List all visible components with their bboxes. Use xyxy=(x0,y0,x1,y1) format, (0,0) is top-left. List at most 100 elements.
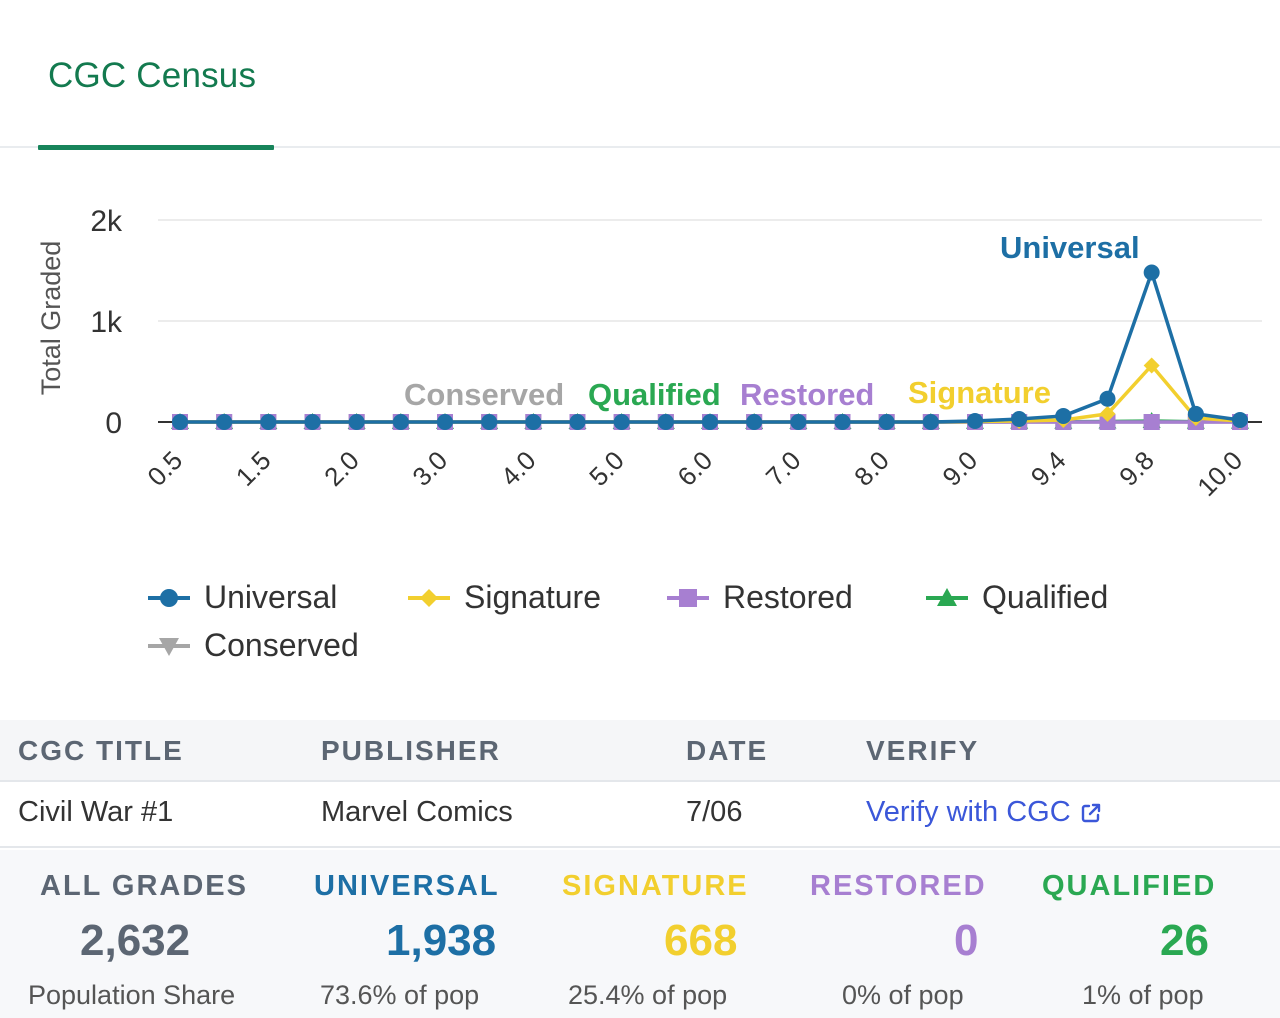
point-universal xyxy=(922,414,939,430)
point-universal xyxy=(834,414,851,430)
x-tick-label: 3.0 xyxy=(406,445,453,492)
census-chart: 2k 1k 0 Total Graded 0.5 1.5 2.0 3.0 4.0 5.0 6.0 7.… xyxy=(0,150,1280,720)
x-tick-label: 8.0 xyxy=(848,445,895,492)
point-restored xyxy=(1143,414,1160,430)
header-date: DATE xyxy=(686,735,769,766)
x-tick-label: 9.8 xyxy=(1113,445,1160,492)
series-annotation-restored: Restored xyxy=(740,377,874,412)
stat-value: 26 xyxy=(1160,916,1209,965)
point-universal xyxy=(878,414,895,430)
x-tick-label: 9.0 xyxy=(936,445,983,492)
population-stats: ALL GRADES 2,632 Population Share UNIVER… xyxy=(0,850,1280,1018)
point-universal xyxy=(216,414,233,430)
point-universal xyxy=(437,414,453,430)
stat-universal: UNIVERSAL 1,938 73.6% of pop xyxy=(300,850,540,1018)
x-tick-label: 9.4 xyxy=(1025,445,1072,492)
tab-label: CGC Census xyxy=(48,56,257,95)
x-tick-label: 10.0 xyxy=(1191,445,1248,502)
stat-value: 668 xyxy=(664,916,738,965)
stat-value: 1,938 xyxy=(386,916,497,965)
cell-date: 7/06 xyxy=(686,796,743,828)
stat-label: SIGNATURE xyxy=(562,870,749,902)
point-universal xyxy=(569,414,586,430)
legend-label: Signature xyxy=(464,579,601,615)
series-annotation-qualified: Qualified xyxy=(588,377,721,412)
tab-cgc-census[interactable]: CGC Census xyxy=(38,0,274,150)
point-restored xyxy=(1099,414,1116,430)
stat-share: 25.4% of pop xyxy=(568,980,728,1010)
x-tick-label: 0.5 xyxy=(141,445,188,492)
stat-qualified: QUALIFIED 26 1% of pop xyxy=(1032,850,1272,1018)
series-annotation-conserved: Conserved xyxy=(404,377,564,412)
x-tick-label: 2.0 xyxy=(318,445,365,492)
point-universal xyxy=(348,414,365,430)
active-tab-indicator xyxy=(38,145,274,150)
stat-label: ALL GRADES xyxy=(40,870,248,902)
point-universal xyxy=(613,414,630,430)
cell-publisher: Marvel Comics xyxy=(321,796,513,828)
stat-restored: RESTORED 0 0% of pop xyxy=(800,850,1040,1018)
stat-all-grades: ALL GRADES 2,632 Population Share xyxy=(20,850,260,1018)
point-universal xyxy=(172,414,188,430)
point-universal xyxy=(1099,390,1116,407)
legend-label: Restored xyxy=(723,579,853,615)
point-signature xyxy=(1143,357,1160,374)
legend-label: Conserved xyxy=(204,627,359,663)
y-tick-label: 0 xyxy=(105,407,122,440)
verify-with-cgc-link[interactable]: Verify with CGC xyxy=(866,796,1103,829)
stat-value: 2,632 xyxy=(80,916,191,965)
cell-title: Civil War #1 xyxy=(18,796,174,828)
point-universal xyxy=(1055,407,1072,424)
point-universal xyxy=(481,414,498,430)
x-tick-label: 4.0 xyxy=(495,445,542,492)
legend-restored-square-icon xyxy=(667,589,709,607)
point-universal xyxy=(702,414,718,430)
point-universal xyxy=(1232,411,1248,428)
legend-universal-circle-icon xyxy=(148,589,190,607)
series-annotation-universal: Universal xyxy=(1000,230,1140,265)
stat-label: RESTORED xyxy=(810,870,987,902)
stat-value: 0 xyxy=(954,916,979,965)
legend-qualified-triangle-icon xyxy=(926,588,968,606)
point-universal xyxy=(657,414,674,430)
point-universal xyxy=(392,414,409,430)
stat-label: QUALIFIED xyxy=(1042,870,1217,902)
stat-share: 0% of pop xyxy=(842,980,964,1010)
census-line-chart: 2k 1k 0 Total Graded 0.5 1.5 2.0 3.0 4.0 5.0 6.0 7.… xyxy=(36,205,1262,502)
stat-label: UNIVERSAL xyxy=(314,870,500,902)
stat-signature: SIGNATURE 668 25.4% of pop xyxy=(548,850,788,1018)
y-axis-label: Total Graded xyxy=(36,241,66,396)
point-signature xyxy=(1099,405,1116,422)
table-header: CGC TITLE PUBLISHER DATE VERIFY xyxy=(0,720,1280,782)
point-universal xyxy=(1187,405,1204,422)
point-universal xyxy=(1143,264,1160,281)
y-tick-label: 1k xyxy=(90,306,123,339)
legend-signature-diamond-icon xyxy=(408,589,450,607)
point-universal xyxy=(746,414,763,430)
point-universal xyxy=(967,412,983,429)
table-row: Civil War #1 Marvel Comics 7/06 Verify w… xyxy=(0,782,1280,848)
x-tick-label: 1.5 xyxy=(230,445,277,492)
stat-share: 73.6% of pop xyxy=(320,980,480,1010)
legend-label: Universal xyxy=(204,579,338,615)
point-universal xyxy=(304,414,321,430)
header-verify: VERIFY xyxy=(866,735,980,766)
point-universal xyxy=(1011,410,1028,427)
y-tick-label: 2k xyxy=(90,205,123,238)
x-tick-label: 6.0 xyxy=(671,445,718,492)
series-annotation-signature: Signature xyxy=(908,375,1051,410)
point-universal xyxy=(790,414,807,430)
legend-conserved-triangle-down-icon xyxy=(148,638,190,656)
stat-share: 1% of pop xyxy=(1082,980,1204,1010)
verify-link-label: Verify with CGC xyxy=(866,796,1071,828)
point-universal xyxy=(260,414,277,430)
tab-bar: CGC Census xyxy=(0,0,1280,150)
x-tick-label: 7.0 xyxy=(760,445,807,492)
x-tick-label: 5.0 xyxy=(583,445,630,492)
point-universal xyxy=(525,414,542,430)
legend-label: Qualified xyxy=(982,579,1109,615)
external-link-icon xyxy=(1081,804,1100,823)
header-publisher: PUBLISHER xyxy=(321,735,501,766)
stat-share: Population Share xyxy=(28,980,236,1010)
header-cgc-title: CGC TITLE xyxy=(18,735,184,766)
